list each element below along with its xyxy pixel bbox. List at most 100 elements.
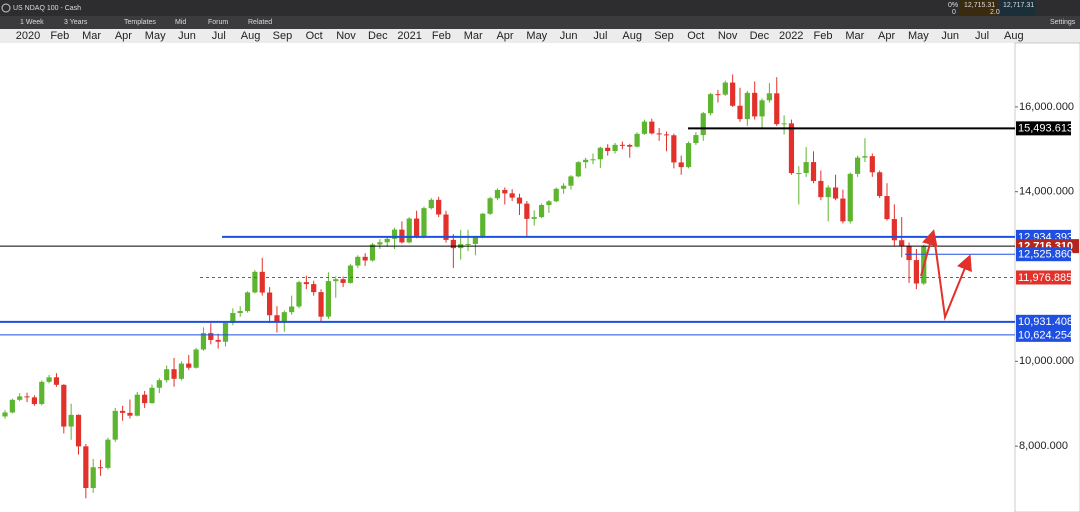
forum[interactable]: Forum xyxy=(208,19,228,26)
candle-body xyxy=(120,410,126,413)
candle-body xyxy=(619,144,625,146)
candle-body xyxy=(134,394,140,416)
level-label-box xyxy=(1016,270,1071,285)
candle-body xyxy=(855,157,861,174)
candle-body xyxy=(678,162,684,168)
level-label-box xyxy=(1016,247,1071,262)
price-type[interactable]: Mid xyxy=(175,19,186,26)
x-tick-label: May xyxy=(526,30,547,42)
candle-body xyxy=(568,176,574,186)
candle-body xyxy=(774,93,780,125)
candle-body xyxy=(259,271,265,293)
x-tick-label: Oct xyxy=(306,30,323,42)
candle-body xyxy=(303,282,309,285)
interval[interactable]: 1 Week xyxy=(20,19,44,26)
toolbar xyxy=(0,0,1080,16)
level-label-box xyxy=(1016,327,1071,342)
candle-body xyxy=(656,133,662,135)
candle-body xyxy=(39,381,45,405)
candle-body xyxy=(516,197,523,204)
candle-body xyxy=(311,284,317,293)
candle-body xyxy=(75,414,82,447)
settings[interactable]: Settings xyxy=(1050,19,1076,26)
candle-body xyxy=(296,282,302,307)
candle-body xyxy=(208,333,214,340)
level-label: 10,624.254 xyxy=(1018,329,1073,341)
change: 0% xyxy=(948,2,958,9)
x-tick-label: Feb xyxy=(50,30,69,42)
candle-body xyxy=(252,271,258,293)
candle-body xyxy=(237,311,243,314)
sell[interactable]: 12,715.31 xyxy=(964,2,995,9)
candle-body xyxy=(524,203,530,219)
templates[interactable]: Templates xyxy=(124,19,156,26)
candle-body xyxy=(2,412,8,417)
candle-body xyxy=(377,242,383,245)
x-tick-label: Oct xyxy=(687,30,704,42)
x-tick-label: Apr xyxy=(115,30,132,42)
buy[interactable]: 12,717.31 xyxy=(1003,2,1034,9)
candle-body xyxy=(899,240,905,246)
candle-body xyxy=(730,82,736,106)
sell-box[interactable] xyxy=(960,0,997,16)
candle-body xyxy=(83,446,89,489)
candle-body xyxy=(406,218,412,243)
spread: 2.00 xyxy=(990,9,1004,16)
candle-body xyxy=(597,147,603,160)
candle-body xyxy=(825,187,831,198)
candle-body xyxy=(384,238,390,243)
x-tick-label: Dec xyxy=(750,30,770,42)
plot xyxy=(0,74,1015,499)
candle-body xyxy=(663,134,670,136)
candle-body xyxy=(869,156,875,173)
candle-body xyxy=(877,172,883,197)
candle-body xyxy=(391,229,398,239)
instrument[interactable]: US NDAQ 100 - Cash xyxy=(13,5,81,12)
x-tick-label: Mar xyxy=(464,30,483,42)
candle-body xyxy=(289,306,295,313)
candle-body xyxy=(164,369,170,381)
candle-body xyxy=(693,135,699,144)
candle-body xyxy=(708,94,714,114)
candle-body xyxy=(465,243,471,245)
x-tick-label: Jul xyxy=(212,30,226,42)
candle-body xyxy=(818,180,824,198)
candle-body xyxy=(700,113,706,136)
level-label: 11,976.885 xyxy=(1018,272,1072,284)
buy-box[interactable] xyxy=(1000,0,1035,16)
x-tick-label: Nov xyxy=(718,30,738,42)
time-axis-band xyxy=(0,29,1080,43)
candle-body xyxy=(810,162,817,181)
x-tick-label: Jul xyxy=(593,30,607,42)
x-tick-label: Jun xyxy=(941,30,959,42)
candle-body xyxy=(369,244,376,261)
candle-body xyxy=(788,123,795,174)
candle-body xyxy=(840,198,846,222)
y-tick-label: 14,000.000 xyxy=(1019,186,1074,198)
y-tick-label: 16,000.000 xyxy=(1019,101,1074,113)
level-label: 12,525.860 xyxy=(1018,249,1073,261)
candle-body xyxy=(193,349,199,368)
x-tick-label: Mar xyxy=(845,30,864,42)
toolbar-row xyxy=(0,16,1080,29)
candle-body xyxy=(267,292,273,316)
x-tick-label: Feb xyxy=(432,30,451,42)
candle-body xyxy=(715,94,721,96)
candle-body xyxy=(149,387,155,404)
level-label-box xyxy=(1016,121,1071,136)
candle-body xyxy=(171,369,177,379)
candle-body xyxy=(906,245,912,261)
level-label: 15,493.613 xyxy=(1018,123,1073,135)
range[interactable]: 3 Years xyxy=(64,19,88,26)
candle-body xyxy=(884,196,890,220)
candle-body xyxy=(9,399,15,413)
related[interactable]: Related xyxy=(248,19,272,26)
candle-body xyxy=(752,92,758,117)
candle-body xyxy=(333,279,339,282)
candle-body xyxy=(862,156,868,158)
x-tick-label: 2021 xyxy=(397,30,421,42)
candle-body xyxy=(244,292,251,312)
x-tick-label: Aug xyxy=(1004,30,1024,42)
